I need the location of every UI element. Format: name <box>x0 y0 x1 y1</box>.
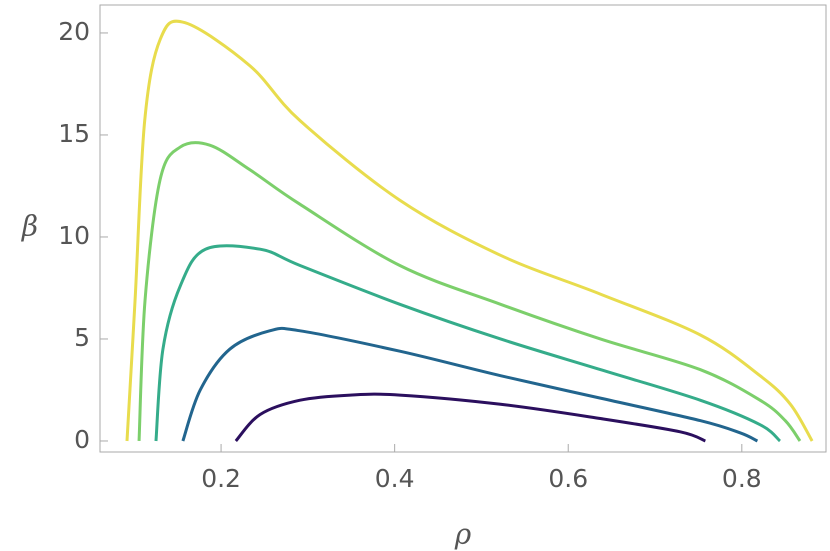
x-tick-label: 0.2 <box>201 464 241 493</box>
x-tick-label: 0.8 <box>722 464 762 493</box>
y-axis-title: β <box>21 210 38 243</box>
x-tick-label: 0.4 <box>375 464 415 493</box>
line-series <box>154 244 782 443</box>
x-tick-label: 0.6 <box>548 464 588 493</box>
line-series <box>137 141 802 442</box>
line-series <box>234 392 706 443</box>
y-tick-label: 0 <box>74 425 90 454</box>
plot-frame <box>99 4 827 453</box>
y-tick-label: 15 <box>58 119 90 148</box>
y-tick-label: 5 <box>74 323 90 352</box>
y-tick-label: 10 <box>58 221 90 250</box>
y-tick-label: 20 <box>58 17 90 46</box>
line-series <box>125 19 814 442</box>
line-series <box>181 326 759 443</box>
x-axis-title: ρ <box>454 518 472 551</box>
